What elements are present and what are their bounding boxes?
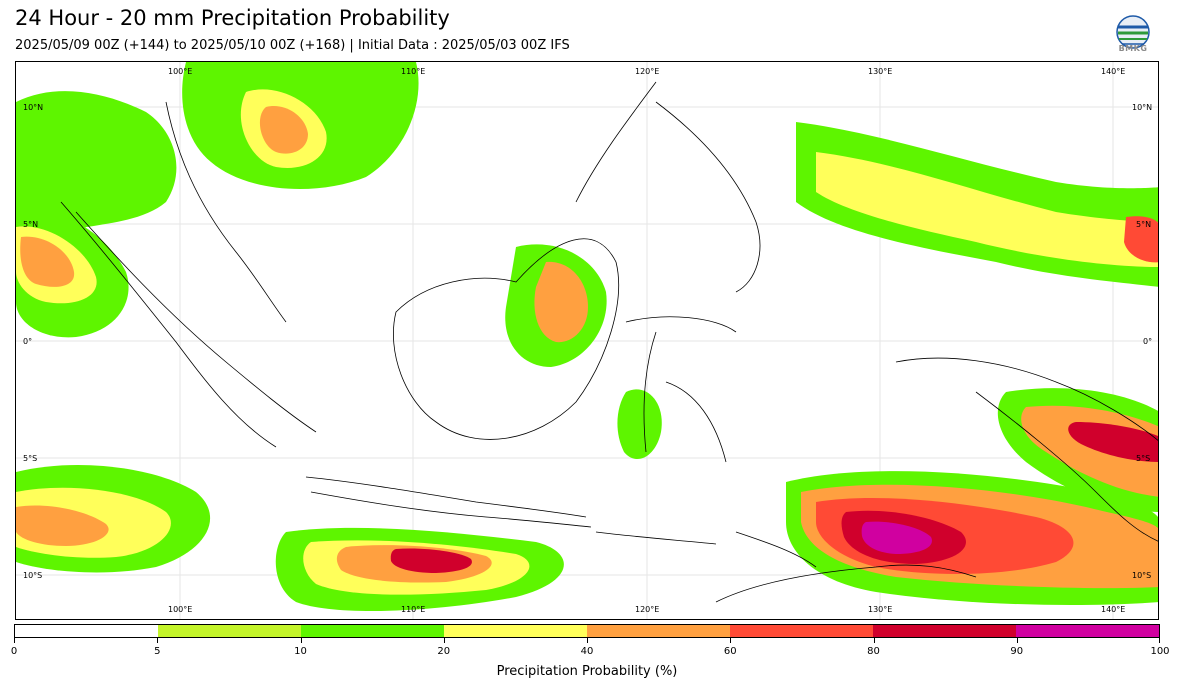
logo-lettering: BMKG [1118,44,1148,53]
lat-label-left: 5°N [23,220,38,229]
map-panel[interactable]: 100°E 110°E 120°E 130°E 140°E 100°E 110°… [15,61,1159,620]
lat-label-right: 0° [1143,337,1152,346]
precip-area-papua-center [1068,422,1158,462]
precip-area-indian-ocean-center [16,505,109,546]
colorbar-segment [730,625,873,637]
lat-label-left: 0° [23,337,32,346]
precip-area-arafura-peak [861,521,932,554]
precip-area-indochina-center [259,106,308,154]
lon-label-top: 130°E [868,67,892,76]
colorbar-tick-label: 60 [723,646,737,657]
map-title: 24 Hour - 20 mm Precipitation Probabilit… [15,6,450,30]
colorbar-title: Precipitation Probability (%) [496,664,678,679]
lat-label-left: 10°N [23,103,43,112]
lat-label-right: 5°N [1136,220,1151,229]
colorbar-tick-label: 90 [1010,646,1024,657]
precip-field [16,62,1158,612]
precip-area-sulawesi [617,389,662,460]
colorbar-tick-label: 20 [437,646,451,657]
colorbar-tick [587,638,588,643]
coast-java [305,476,587,518]
lat-label-left: 5°S [23,454,37,463]
colorbar-segment [158,625,301,637]
coast-sumatra [60,201,277,448]
precipitation-map: 100°E 110°E 120°E 130°E 140°E 100°E 110°… [16,62,1158,619]
coast-borneo [393,238,619,440]
colorbar [14,624,1160,638]
precip-area-pacific-core [816,152,1158,267]
lon-label-top: 110°E [401,67,425,76]
colorbar-tick [873,638,875,643]
lat-labels-left: 10°N 5°N 0° 5°S 10°S [23,103,43,580]
coast-sulawesi [625,316,737,463]
colorbar-segment [15,625,158,637]
lon-label-top: 120°E [635,67,659,76]
lon-label-bottom: 140°E [1101,605,1125,614]
colorbar-tick [730,638,732,643]
colorbar-tick [14,638,15,643]
precip-area-borneo-core [534,261,588,343]
lat-label-right: 10°N [1132,103,1152,112]
colorbar-tick-label: 10 [294,646,307,657]
coast-philippines [575,81,761,293]
colorbar-segment [587,625,730,637]
colorbar-tick [1159,638,1160,643]
coast-sumatra-south [75,211,317,433]
lat-label-right: 5°S [1136,454,1150,463]
colorbar-tick-label: 5 [154,646,161,657]
lon-labels-bottom: 100°E 110°E 120°E 130°E 140°E [168,605,1125,614]
lat-label-right: 10°S [1132,571,1151,580]
lon-label-top: 140°E [1101,67,1125,76]
colorbar-tick [1016,638,1018,643]
coast-malay-peninsula [165,101,287,323]
colorbar-tick-label: 100 [1150,646,1170,657]
precip-area-northwest [16,91,177,239]
coast-java-south [310,491,592,528]
colorbar-tick-label: 0 [10,646,18,657]
precip-area-pacific-center [1124,216,1158,263]
bmkg-logo-icon [1116,15,1150,49]
lat-label-left: 10°S [23,571,42,580]
lon-label-bottom: 120°E [635,605,659,614]
colorbar-tick-label: 40 [580,646,594,657]
colorbar-segment [873,625,1016,637]
colorbar-segment [301,625,444,637]
coast-nusa-tenggara [595,531,817,568]
coast-australia [715,564,977,603]
lon-label-bottom: 100°E [168,605,192,614]
colorbar-tick [300,638,302,643]
colorbar-tick-label: 80 [867,646,880,657]
lon-label-top: 100°E [168,67,192,76]
lon-label-bottom: 130°E [868,605,892,614]
lat-labels-right: 10°N 5°N 0° 5°S 10°S [1132,103,1152,580]
colorbar-tick [443,638,445,643]
map-subtitle: 2025/05/09 00Z (+144) to 2025/05/10 00Z … [15,38,570,53]
precip-area-south-java-center [390,548,472,573]
lon-labels-top: 100°E 110°E 120°E 130°E 140°E [168,67,1125,76]
coastlines [60,81,1158,603]
lon-label-bottom: 110°E [401,605,425,614]
coast-papua [895,357,1158,542]
colorbar-segment [444,625,587,637]
colorbar-tick [157,638,159,643]
colorbar-segment [1016,625,1159,637]
precip-area-andaman-center [20,236,75,287]
